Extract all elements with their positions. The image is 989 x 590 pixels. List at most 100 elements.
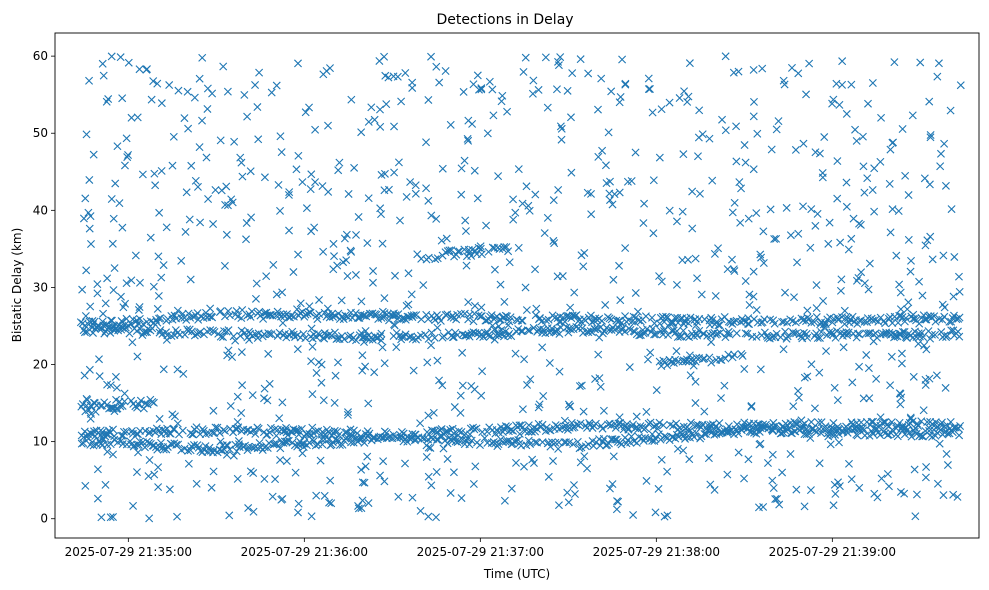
detection-marker [203, 84, 212, 93]
detection-marker [756, 365, 765, 374]
detection-marker [314, 440, 323, 449]
detection-marker [812, 313, 821, 322]
detection-marker [337, 296, 346, 305]
detection-marker [943, 461, 952, 470]
detection-marker [781, 327, 790, 336]
detection-marker [623, 423, 632, 432]
detection-marker [544, 472, 553, 481]
detection-marker [401, 459, 410, 468]
detection-marker [904, 298, 913, 307]
detection-marker [817, 429, 826, 438]
detection-marker [615, 98, 624, 107]
detection-marker [640, 199, 649, 208]
detection-marker [897, 359, 906, 368]
detection-marker [573, 437, 582, 446]
detection-marker [138, 170, 147, 179]
detection-marker [467, 436, 476, 445]
detection-marker [103, 380, 112, 389]
detection-marker [408, 493, 417, 502]
detection-marker [720, 313, 729, 321]
detection-marker [396, 216, 404, 225]
detection-marker [538, 438, 547, 447]
detection-marker [794, 69, 803, 78]
detection-marker [684, 92, 693, 101]
detection-marker [379, 457, 388, 466]
detection-marker [915, 432, 924, 441]
detection-marker [358, 366, 367, 375]
detection-marker [888, 425, 897, 434]
detection-marker [307, 357, 316, 366]
detection-marker [926, 130, 935, 139]
detection-marker [294, 426, 303, 435]
detection-marker [493, 442, 502, 451]
detection-marker [685, 59, 694, 68]
detection-marker [652, 386, 661, 395]
detection-marker [225, 445, 234, 454]
detection-marker [192, 423, 201, 432]
detection-marker [556, 53, 565, 62]
detection-marker [835, 100, 844, 109]
detection-marker [390, 122, 399, 131]
detection-marker [319, 396, 328, 405]
detection-marker [327, 440, 336, 449]
detection-marker [422, 138, 431, 147]
detection-marker [936, 149, 945, 158]
detection-marker [797, 416, 806, 425]
detection-marker [159, 261, 168, 270]
detection-marker [439, 444, 448, 453]
detection-marker [370, 115, 379, 124]
detection-marker [198, 116, 207, 125]
y-tick-label: 60 [33, 49, 48, 63]
detection-marker [955, 313, 964, 322]
detection-marker [867, 417, 876, 426]
detection-marker [149, 282, 158, 291]
detection-marker [101, 327, 110, 336]
detection-marker [155, 208, 164, 217]
detection-marker [920, 341, 929, 350]
detection-marker [575, 444, 584, 453]
detection-marker [535, 400, 544, 409]
x-tick-label: 2025-07-29 21:38:00 [593, 545, 720, 559]
detection-marker [233, 392, 242, 401]
detection-marker [691, 254, 700, 263]
detection-marker [711, 291, 720, 300]
detection-marker [795, 426, 804, 435]
detection-marker [842, 328, 851, 337]
detection-marker [427, 52, 436, 61]
detection-marker [539, 392, 548, 401]
detection-marker [361, 362, 370, 371]
detection-marker [99, 309, 108, 318]
detection-marker [859, 162, 868, 171]
detection-marker [311, 178, 320, 187]
detection-marker [118, 323, 127, 332]
detection-marker [435, 376, 444, 385]
detection-marker [294, 499, 303, 508]
detection-marker [900, 430, 909, 439]
detection-marker [644, 74, 653, 83]
detection-marker [596, 441, 605, 450]
detection-marker [494, 440, 503, 449]
detection-marker [723, 470, 732, 479]
y-axis-label: Bistatic Delay (km) [10, 228, 24, 343]
detection-marker [203, 104, 212, 113]
detection-marker [362, 312, 371, 321]
detection-marker [432, 468, 441, 476]
detection-marker [692, 428, 701, 437]
detection-marker [948, 428, 957, 437]
detection-marker [272, 431, 281, 440]
detection-marker [433, 254, 442, 263]
detection-marker [912, 490, 921, 499]
detection-marker [319, 247, 328, 256]
detection-marker [591, 375, 600, 384]
detection-marker [431, 255, 440, 264]
detection-marker [141, 399, 150, 408]
detection-marker [377, 336, 386, 345]
detection-marker [186, 275, 195, 284]
detection-marker [462, 261, 471, 270]
detection-marker [216, 307, 225, 316]
detection-marker [432, 62, 441, 71]
detection-marker [179, 369, 188, 378]
detection-marker [305, 103, 314, 112]
detection-marker [831, 489, 840, 498]
detection-marker [247, 307, 256, 316]
